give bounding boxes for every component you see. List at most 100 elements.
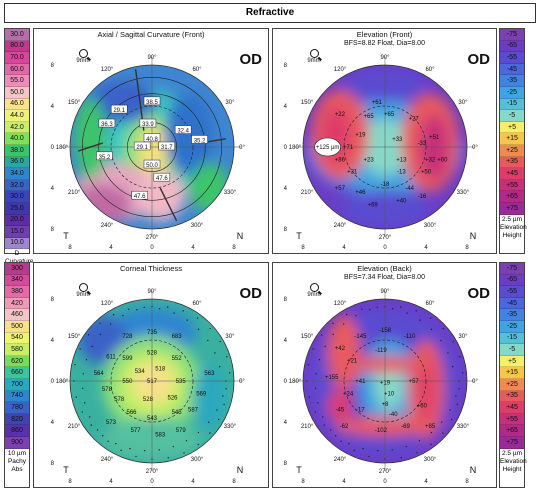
map-value: 32.4: [177, 129, 189, 135]
data-dot: [122, 314, 124, 317]
y-tick-label: 8: [284, 297, 288, 303]
data-dot: [442, 327, 444, 330]
map-value: +65: [364, 114, 375, 120]
value-box: [139, 118, 157, 128]
y-tick-label: 4: [51, 104, 55, 110]
map-value: +42: [335, 346, 346, 352]
angle-label: 30°: [225, 100, 235, 106]
angle-label: 330°: [224, 190, 237, 196]
data-dot: [318, 359, 321, 361]
data-dot: [406, 312, 408, 314]
map-value: +21: [347, 359, 358, 365]
map-value: 573: [106, 420, 117, 426]
data-dot: [112, 313, 115, 316]
data-dot: [418, 440, 421, 442]
map-value: 545: [172, 410, 183, 416]
x-tick-label: 8: [301, 479, 305, 485]
corneal-thickness-map-panel[interactable]: Corneal Thickness OD 9mm 90° 60° 30° 0° 330°…: [33, 262, 269, 488]
data-dot: [158, 449, 160, 451]
map-value: +41: [355, 379, 366, 385]
data-dot: [127, 308, 130, 310]
x-tick-label: 8: [232, 245, 236, 251]
map-value: 40.8: [146, 137, 158, 143]
legend-footer: 10 µm Pachy Abs: [5, 449, 29, 474]
data-dot: [322, 416, 324, 418]
corner-label-left: T: [63, 231, 69, 241]
map-value: +50: [421, 170, 432, 176]
data-dot: [75, 396, 77, 398]
corner-label-left: T: [296, 465, 302, 475]
map-value: 543: [147, 416, 158, 422]
legend-cell: -45: [500, 63, 524, 76]
elevation-back-color-scale: -75 -65 -55 -45 -35 -25 -15 -5 +5 +15 +25 +35 +45 +55…: [499, 262, 527, 488]
data-dot: [91, 345, 93, 348]
x-tick-label: 0: [383, 245, 387, 251]
legend-cell: 700: [5, 378, 29, 391]
data-dot: [218, 365, 221, 368]
elevation-back-map-panel[interactable]: Elevation (Back) BFS=7.34 Float, Dia=8.0…: [272, 262, 497, 488]
y-tick-label: 8: [51, 297, 55, 303]
data-dot: [223, 403, 225, 406]
data-dot: [458, 388, 460, 390]
data-dot: [136, 309, 138, 311]
data-dot: [226, 356, 228, 358]
map-value: +51: [429, 135, 440, 141]
data-dot: [225, 388, 227, 390]
map-region: [327, 389, 353, 422]
data-dot: [217, 418, 220, 421]
angle-label: 300°: [424, 457, 437, 463]
map-value: +71: [343, 145, 354, 151]
angle-label: 270°: [146, 469, 159, 475]
map-svg: 90° 60° 30° 0° 330° 300° 270° 240° 210° 180° 150° 1…: [284, 55, 479, 251]
data-dot: [419, 319, 421, 321]
legend-cell: +65: [500, 425, 524, 437]
zone-ring: [343, 105, 427, 189]
data-dot: [228, 372, 231, 374]
angle-label: 180°: [289, 145, 302, 151]
data-dot: [459, 356, 461, 358]
x-tick-label: 4: [191, 479, 195, 485]
angle-label: 90°: [147, 55, 157, 61]
legend-cell: 34.0: [5, 168, 29, 180]
angle-label: 60°: [192, 301, 202, 307]
legend-footer-line: Curvature: [5, 258, 34, 266]
value-box: [143, 133, 161, 143]
map-value: 534: [135, 369, 146, 375]
map-value: 735: [147, 330, 158, 336]
legend-cell: -75: [500, 263, 524, 275]
angle-label: 300°: [191, 223, 204, 229]
legend-cell: 36.0: [5, 156, 29, 169]
panel-title: Axial / Sagittal Curvature (Front): [97, 30, 205, 39]
y-tick-label: 8: [284, 227, 288, 233]
data-dot: [216, 409, 218, 411]
axial-curvature-map-panel[interactable]: Axial / Sagittal Curvature (Front) OD 9m…: [33, 28, 269, 254]
map-value: 587: [188, 408, 199, 414]
data-dot: [360, 308, 363, 310]
data-dot: [315, 373, 317, 375]
zoom-icon[interactable]: 9mm: [74, 283, 92, 298]
legend-cell: 40.0: [5, 133, 29, 145]
data-dot: [120, 449, 122, 452]
data-dot: [441, 421, 443, 423]
legend-cell: 300: [5, 263, 29, 275]
legend-cell: -65: [500, 40, 524, 53]
elevation-front-map-panel[interactable]: Elevation (Front) BFS=8.82 Float, Dia=8.…: [272, 28, 497, 254]
zoom-icon[interactable]: 9mm: [305, 49, 323, 64]
elevation-front-color-scale: -75 -65 -55 -45 -35 -25 -15 -5 +5 +15 +25 +35 +45 +55…: [499, 28, 527, 254]
legend-cell: -45: [500, 297, 524, 310]
data-dot: [90, 424, 92, 426]
meridian-line: [159, 187, 178, 222]
value-box: [131, 190, 148, 200]
zoom-icon[interactable]: 9mm: [305, 283, 323, 298]
angle-label: 240°: [334, 457, 347, 463]
map-value: 577: [131, 428, 142, 434]
data-dot: [219, 340, 221, 343]
legend-cell: 420: [5, 297, 29, 310]
map-region: [374, 360, 404, 410]
zoom-icon[interactable]: 9mm: [74, 49, 92, 64]
legend-cell: +75: [500, 436, 524, 449]
map-value: +85: [425, 424, 436, 430]
data-dot: [209, 432, 211, 434]
map-value: 583: [155, 432, 166, 438]
map-value: -33: [418, 141, 427, 147]
